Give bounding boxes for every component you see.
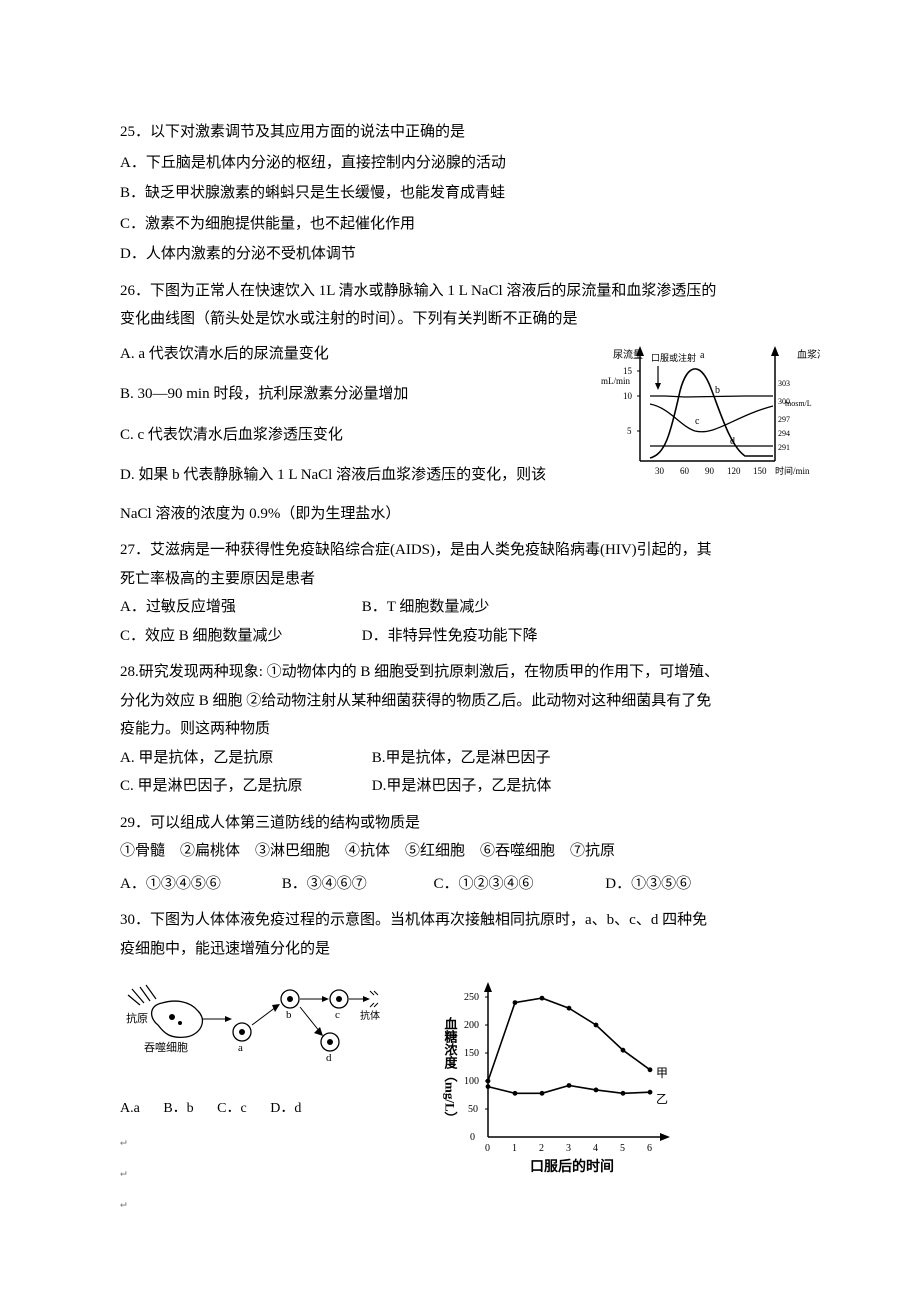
q25-stem: 25．以下对激素调节及其应用方面的说法中正确的是 [120,118,800,147]
q26-right-axis-label: 血浆渗透压 [797,348,820,361]
q30-opt-a: A.a [120,1096,140,1123]
q27-opt-b: B．T 细胞数量减少 [362,593,490,622]
fig31-label-top: 甲 [656,1066,668,1080]
q28-stem-1: 28.研究发现两种现象: ①动物体内的 B 细胞受到抗原刺激后，在物质甲的作用下… [120,658,800,687]
fig31-x5: 5 [620,1143,625,1154]
q30-label-a: a [238,1042,243,1054]
q27-stem-2: 死亡率极高的主要原因是患者 [120,565,800,594]
q26-series-c: c [695,416,700,427]
q28-opt-c: C. 甲是淋巴因子，乙是抗原 [120,772,340,801]
q26-series-a: a [700,350,705,361]
q28-opt-b: B.甲是抗体，乙是淋巴因子 [372,744,551,773]
q30-options: A.a B．b C．c D．d [120,1096,380,1123]
fig31-x2: 2 [539,1143,544,1154]
q26-chart: 尿流量 mL/min 15 10 5 血浆渗透压 mosm/L 303 300 … [595,336,820,496]
q26-series-b: b [715,385,720,396]
fig31-x0: 0 [485,1143,490,1154]
q29-items: ①骨髓 ②扁桃体 ③淋巴细胞 ④抗体 ⑤红细胞 ⑥吞噬细胞 ⑦抗原 [120,837,800,866]
return-mark-3: ↵ [120,1194,380,1215]
q30-label-b: b [286,1009,292,1021]
q28-opt-d: D.甲是淋巴因子，乙是抗体 [372,772,552,801]
q28-opt-a: A. 甲是抗体，乙是抗原 [120,744,340,773]
q25-opt-b: B．缺乏甲状腺激素的蝌蚪只是生长缓慢，也能发育成青蛙 [120,179,800,208]
q26-left-axis-label: 尿流量 [613,348,643,361]
q30-opt-b: B．b [163,1096,193,1123]
q26-left-axis-unit: mL/min [601,376,630,386]
q30-label-antibody: 抗体 [360,1009,380,1022]
q26-xtick-90: 90 [705,466,715,476]
fig31-y1: 50 [468,1104,478,1115]
fig31-y5: 250 [464,992,479,1003]
q25-opt-d: D．人体内激素的分泌不受机体调节 [120,240,800,269]
fig31-x6: 6 [647,1143,652,1154]
fig31-x4: 4 [593,1143,598,1154]
fig31-x1: 1 [512,1143,517,1154]
fig31-y4: 200 [464,1020,479,1031]
q29-opt-c: C．①②③④⑥ [434,870,584,899]
extra-chart: 血糖浓度（mg/L） 0 50 100 150 200 250 0 1 2 3 … [440,977,680,1188]
q30-stem-1: 30．下图为人体体液免疫过程的示意图。当机体再次接触相同抗原时，a、b、c、d … [120,906,800,935]
q30-opt-c: C．c [217,1096,247,1123]
q26-xtick-30: 30 [655,466,665,476]
q26-rtick-297: 297 [778,415,790,424]
q27-opt-a: A．过敏反应增强 [120,593,330,622]
q25-opt-a: A．下丘脑是机体内分泌的枢纽，直接控制内分泌腺的活动 [120,149,800,178]
q26-series-d: d [730,436,735,447]
q26-xtick-150: 150 [753,466,767,476]
q26-stem-2: 变化曲线图（箭头处是饮水或注射的时间）。下列有关判断不正确的是 [120,305,800,334]
q26-opt-d2: NaCl 溶液的浓度为 0.9%（即为生理盐水） [120,500,800,529]
q26-xtick-60: 60 [680,466,690,476]
q26-inject-label: 口服或注射 [651,352,696,363]
fig31-y2: 100 [464,1076,479,1087]
q29-opt-b: B．③④⑥⑦ [282,870,412,899]
q26-ltick-5: 5 [627,426,632,436]
q30-stem-2: 疫细胞中，能迅速增殖分化的是 [120,935,800,964]
fig31-y3: 150 [464,1048,479,1059]
return-mark-2: ↵ [120,1163,380,1184]
q29-opt-a: A．①③④⑤⑥ [120,870,260,899]
q26-x-label: 时间/min [775,465,810,476]
q30-label-d: d [326,1052,332,1064]
q28-stem-3: 疫能力。则这两种物质 [120,715,800,744]
q25-opt-c: C．激素不为细胞提供能量，也不起催化作用 [120,210,800,239]
q30-label-antigen: 抗原 [126,1011,148,1025]
q27-opt-d: D．非特异性免疫功能下降 [362,622,538,651]
fig31-x3: 3 [566,1143,571,1154]
q29-stem: 29．可以组成人体第三道防线的结构或物质是 [120,809,800,838]
exam-page: 25．以下对激素调节及其应用方面的说法中正确的是 A．下丘脑是机体内分泌的枢纽，… [0,0,920,1302]
q26-xtick-120: 120 [727,466,741,476]
q30-label-c: c [335,1009,340,1021]
q26-rtick-303: 303 [778,379,790,388]
fig31-y0: 0 [470,1132,475,1143]
fig31-ylabel: 血糖浓度（mg/L） [443,1016,459,1124]
q26-rtick-294: 294 [778,429,790,438]
q29-opt-d: D．①③⑤⑥ [605,870,691,899]
q27-opt-c: C．效应 B 细胞数量减少 [120,622,330,651]
q30-label-phagocyte: 吞噬细胞 [144,1040,188,1054]
q26-rtick-300: 300 [778,397,790,406]
q30-opt-d: D．d [270,1096,301,1123]
q26-stem-1: 26．下图为正常人在快速饮入 1L 清水或静脉输入 1 L NaCl 溶液后的尿… [120,277,800,306]
return-mark-1: ↵ [120,1132,380,1153]
q30-left-block: a b c [120,977,380,1215]
q26-rtick-291: 291 [778,443,790,452]
q26-ltick-10: 10 [623,391,633,401]
q26-ltick-15: 15 [623,366,633,376]
q27-stem-1: 27．艾滋病是一种获得性免疫缺陷综合症(AIDS)，是由人类免疫缺陷病毒(HIV… [120,536,800,565]
fig31-xlabel: 口服后的时间 [530,1158,614,1175]
q28-stem-2: 分化为效应 B 细胞 ②给动物注射从某种细菌获得的物质乙后。此动物对这种细菌具有… [120,687,800,716]
fig31-label-bottom: 乙 [656,1092,668,1106]
q30-schematic: a b c [120,977,380,1088]
